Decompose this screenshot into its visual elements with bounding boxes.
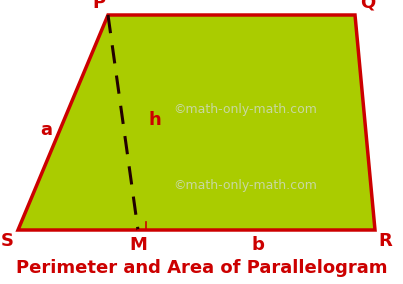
Text: R: R (378, 232, 392, 250)
Text: M: M (129, 236, 147, 254)
Polygon shape (18, 15, 375, 230)
Text: a: a (40, 121, 52, 139)
Text: S: S (1, 232, 14, 250)
Text: b: b (251, 236, 264, 254)
Text: P: P (92, 0, 105, 12)
Text: ©math-only-math.com: ©math-only-math.com (173, 179, 317, 191)
Text: h: h (148, 111, 161, 129)
Text: Q: Q (360, 0, 375, 12)
Text: ©math-only-math.com: ©math-only-math.com (173, 103, 317, 116)
Text: Perimeter and Area of Parallelogram: Perimeter and Area of Parallelogram (16, 259, 387, 277)
